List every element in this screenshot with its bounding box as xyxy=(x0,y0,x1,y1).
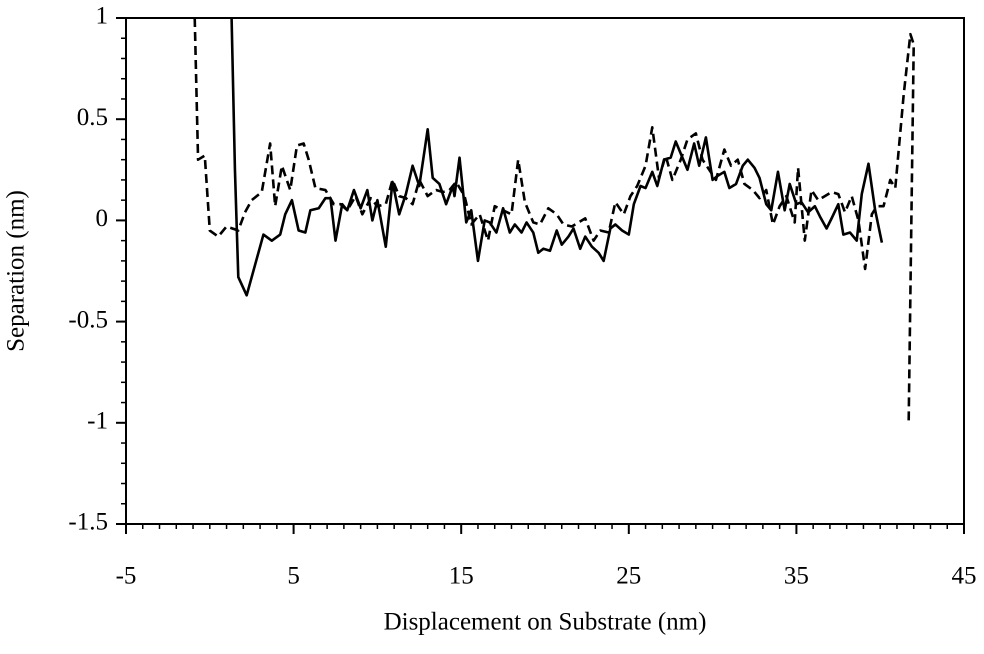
y-axis-label: Separation (nm) xyxy=(3,190,30,352)
y-tick-label: 1 xyxy=(96,3,109,30)
x-tick-label: 45 xyxy=(952,563,977,590)
plot-frame xyxy=(125,17,965,525)
x-tick-label: 5 xyxy=(287,563,300,590)
y-tick-label: 0.5 xyxy=(77,104,108,131)
data-line xyxy=(230,17,884,297)
y-tick-label: -1 xyxy=(87,408,108,435)
x-tick-label: 35 xyxy=(784,563,809,590)
plot-area xyxy=(193,17,916,421)
x-tick-label: 15 xyxy=(449,563,474,590)
y-tick-label: -0.5 xyxy=(68,306,108,333)
x-tick-label: -5 xyxy=(116,563,137,590)
y-tick-label: -1.5 xyxy=(68,509,108,536)
y-tick-label: 0 xyxy=(96,205,109,232)
x-tick-label: 25 xyxy=(616,563,641,590)
data-line xyxy=(193,17,916,421)
x-axis-label: Displacement on Substrate (nm) xyxy=(384,609,707,636)
